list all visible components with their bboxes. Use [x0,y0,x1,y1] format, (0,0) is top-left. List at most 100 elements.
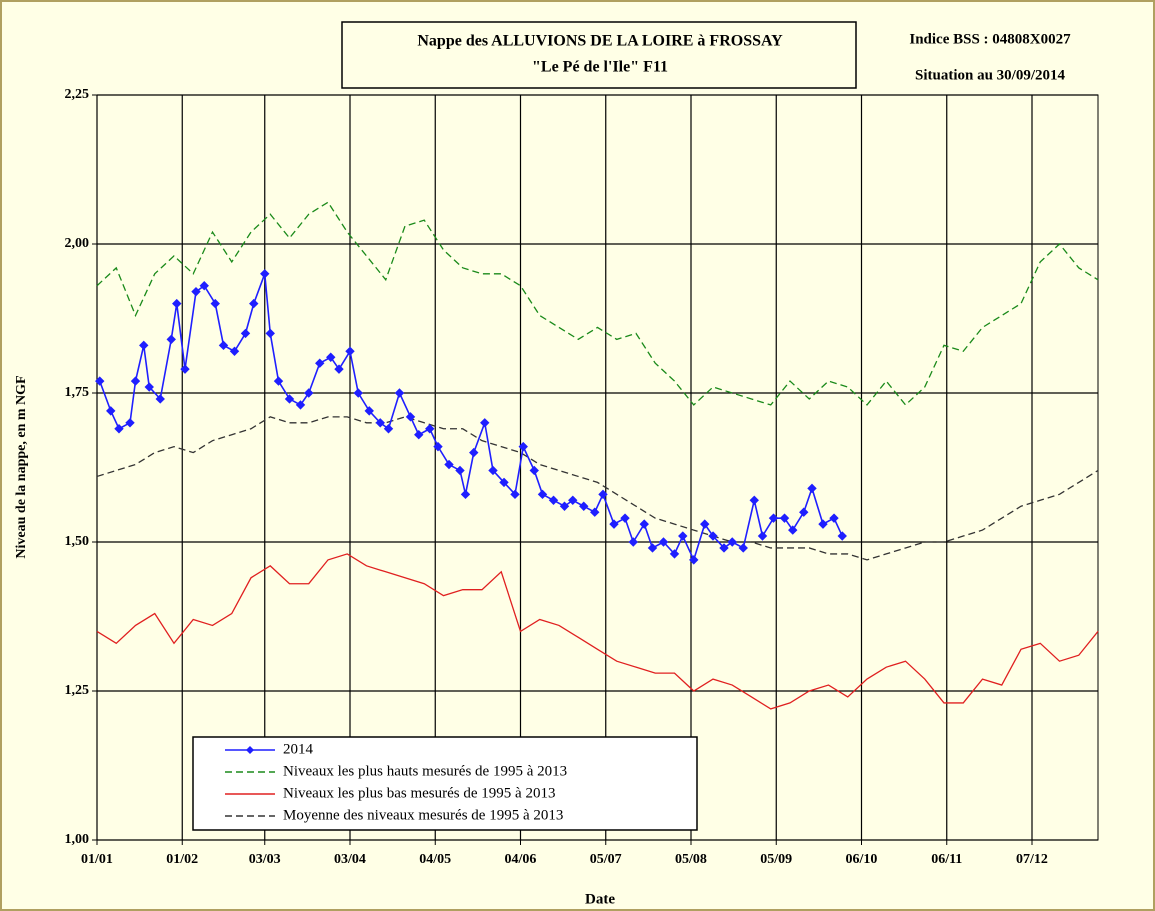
data-point [488,465,498,476]
y-tick-label: 1,00 [65,832,90,847]
x-tick-label: 07/12 [1016,852,1048,867]
data-point [364,406,374,416]
data-point [273,376,284,386]
data-point [394,388,405,398]
data-point [579,501,589,511]
legend-box [192,736,698,831]
data-point [647,543,658,553]
x-tick-label: 03/03 [249,852,281,867]
data-point [353,388,363,398]
data-point [689,555,699,565]
data-point [548,495,559,505]
x-tick-label: 06/11 [931,852,962,867]
data-point [95,376,105,386]
data-point [529,465,539,476]
data-point [628,537,638,547]
data-point [719,543,729,553]
data-point [414,430,424,440]
data-point [568,495,578,505]
data-point [807,483,817,494]
data-point [669,549,680,559]
data-point [172,298,182,309]
data-point [210,298,220,309]
data-point [326,352,336,362]
y-tick-label: 1,25 [65,683,90,698]
data-point [130,376,141,386]
data-point [460,489,471,500]
x-tick-label: 03/04 [334,852,366,867]
legend-label: Niveaux les plus hauts mesurés de 1995 à… [283,763,567,779]
x-tick-label: 05/07 [590,852,622,867]
data-point [166,334,176,345]
y-tick-label: 1,75 [65,385,90,400]
data-point [114,424,124,434]
data-point [284,394,295,404]
data-point [708,531,718,541]
x-tick-label: 06/10 [846,852,878,867]
data-point [295,400,306,410]
data-point [260,269,270,279]
y-tick-label: 2,00 [65,236,90,251]
y-axis-label: Niveau de la nappe, en m NGF [14,375,29,558]
data-point [125,418,135,428]
x-tick-label: 01/02 [166,852,198,867]
data-point [334,364,344,374]
annotation: Indice BSS : 04808X0027 [909,31,1071,47]
data-point [425,424,435,434]
data-point [598,489,608,500]
data-point [639,519,649,529]
data-point [375,418,385,428]
data-point [499,477,509,488]
data-point [155,394,165,404]
data-point [180,364,190,374]
data-point [240,328,251,339]
data-point [658,537,669,547]
data-point [829,513,839,523]
data-point [191,286,201,297]
x-tick-label: 04/05 [419,852,451,867]
x-axis-label: Date [585,891,615,907]
x-tick-label: 05/09 [760,852,792,867]
y-tick-label: 2,25 [65,87,90,102]
legend-label: 2014 [283,741,314,757]
data-point [405,412,416,422]
data-point [199,281,209,291]
data-point [229,346,240,356]
data-point [315,358,325,368]
chart-title: Nappe des ALLUVIONS DE LA LOIRE à FROSSA… [417,33,783,50]
legend: 2014 Niveaux les plus hauts mesurés de 19… [192,736,698,831]
data-point [106,406,116,416]
data-point [609,519,619,529]
data-point [383,424,394,434]
data-point [218,340,229,351]
title-box [341,21,857,89]
data-point [788,525,798,535]
data-point [757,531,768,541]
series-layer [95,201,1099,710]
data-point [345,346,355,356]
data-point [779,513,790,523]
data-point [144,382,154,392]
data-point [139,340,149,351]
data-point [480,418,490,428]
data-point [799,507,809,517]
legend-marker [246,746,254,754]
data-point [304,388,314,398]
data-point [249,298,259,309]
data-point [433,441,443,452]
data-point [537,489,548,500]
legend-label: Niveaux les plus bas mesurés de 1995 à 2… [283,785,555,801]
annotation: Situation au 30/09/2014 [915,67,1066,83]
data-point [518,441,528,452]
data-point [444,459,454,470]
data-point [818,519,828,529]
data-point [727,537,737,547]
data-point [837,531,847,541]
x-tick-label: 05/08 [675,852,707,867]
data-point [559,501,570,511]
data-point [590,507,600,517]
series-line [96,416,1099,561]
data-point [678,531,688,541]
grid: 1,00 1,25 1,50 1,75 2,00 2,25 01/01 01/02 03/03 0… [65,87,1098,867]
